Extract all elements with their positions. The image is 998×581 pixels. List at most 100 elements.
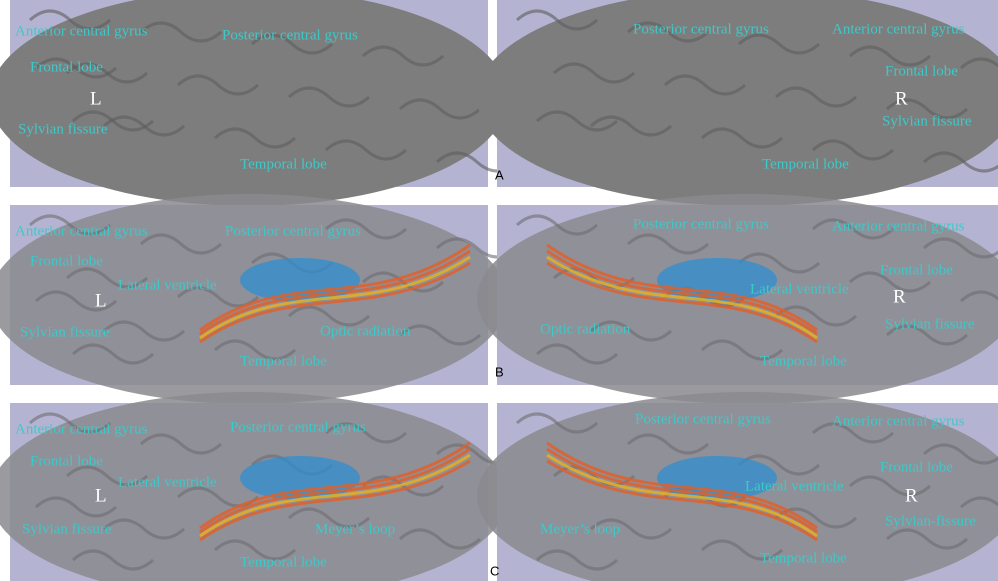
anatomy-label: Temporal lobe [240,353,327,369]
anatomy-label: Frontal lobe [880,262,953,278]
brain [477,0,998,206]
gyrus [71,549,155,571]
gyrus [885,528,969,550]
anatomy-label: Posterior central gyrus [230,419,366,435]
fiber [199,249,471,336]
fiber [199,459,471,542]
anatomy-label: Frontal lobe [30,253,103,269]
anatomy-label: Anterior central gyrus [832,218,965,234]
anatomy-label: Lateral ventricle [745,478,844,494]
gyrus [535,110,619,132]
anatomy-label: Temporal lobe [240,156,327,172]
gyrus [626,233,710,255]
gyrus [515,9,599,31]
anatomy-label: Anterior central gyrus [832,21,965,37]
gyrus [959,290,998,303]
fiber [199,447,471,534]
fiber [546,261,818,344]
brain [0,0,508,206]
gyrus [361,45,445,67]
gyrus [28,9,112,31]
fiber [546,453,818,538]
gyrus [589,518,673,540]
anatomy-label: Frontal lobe [880,459,953,475]
anatomy-label: Temporal lobe [240,554,327,570]
anatomy-label: Meyer’s loop [540,521,620,537]
fiber [546,459,818,542]
panel-letter: C [490,563,499,578]
gyrus [737,33,821,55]
gyrus [848,45,932,67]
gyrus [398,98,482,120]
gyrus [71,343,155,365]
anatomy-label: Optic radiation [540,321,631,337]
anatomy-label: Sylvian fissure [20,324,110,340]
gyrus [663,74,747,96]
anatomy-label: Sylvian fissure [18,121,108,137]
gyrus [34,496,118,518]
fiber [199,243,471,332]
anatomy-label: Sylvian fissure [22,521,112,537]
anatomy-label: Frontal lobe [30,453,103,469]
anatomy-label: Lateral ventricle [750,281,849,297]
anatomy-label: Sylvian fissure [885,316,975,332]
gyrus [626,21,710,43]
gyrus [737,454,821,476]
gyrus [213,339,297,361]
gyrus [700,339,784,361]
anatomy-label: Posterior central gyrus [222,27,358,43]
fiber [546,255,818,340]
gyrus [515,214,599,236]
annotations: L Anterior central gyrus Posterior central… [15,21,976,578]
anatomy-label: Anterior central gyrus [15,421,148,437]
gyrus [700,539,784,561]
gyrus [922,151,998,173]
fiber [546,249,818,336]
anatomy-label: Posterior central gyrus [633,216,769,232]
gyrus [922,443,998,465]
anatomy-label: Frontal lobe [885,63,958,79]
gyrus [737,252,821,274]
gyrus [65,267,149,289]
gyrus [102,320,186,342]
gyrus [811,218,895,240]
anatomy-label: Lateral ventricle [118,277,217,293]
gyrus [811,139,895,161]
anatomy-label: Posterior central gyrus [633,21,769,37]
gyrus [213,127,297,149]
gyrus [250,33,334,55]
anatomy-label: Anterior central gyrus [15,23,148,39]
fiber [546,243,818,332]
gyrus [398,528,482,550]
panel-letter: B [495,364,504,379]
gyrus [811,422,895,444]
gyrus [589,115,673,137]
anatomy-label: Temporal lobe [760,353,847,369]
gyrus [102,518,186,540]
gyrus [552,62,636,84]
gyrus [324,422,408,444]
fiber [199,453,471,538]
gyrus [774,305,858,327]
fiber [199,255,471,340]
gyrus [34,290,118,312]
fiber [199,441,471,530]
gyrus [922,237,998,259]
gyrus [324,218,408,240]
hemisphere-label: L [90,88,102,109]
gyrus [626,433,710,455]
hemisphere-label: R [905,485,918,506]
gyrus [700,127,784,149]
gyrus [959,57,998,70]
gyrus [324,139,408,161]
anatomy-label: Posterior central gyrus [225,223,361,239]
anatomy-label: Temporal lobe [760,550,847,566]
gyrus [959,496,998,509]
anatomy-label: Sylvian-fissure [885,513,976,529]
gyrus [885,98,969,120]
gyrus [885,324,969,346]
anatomy-label: Posterior central gyrus [635,411,771,427]
gyrus [515,412,599,434]
anatomy-label: Optic radiation [320,323,411,339]
